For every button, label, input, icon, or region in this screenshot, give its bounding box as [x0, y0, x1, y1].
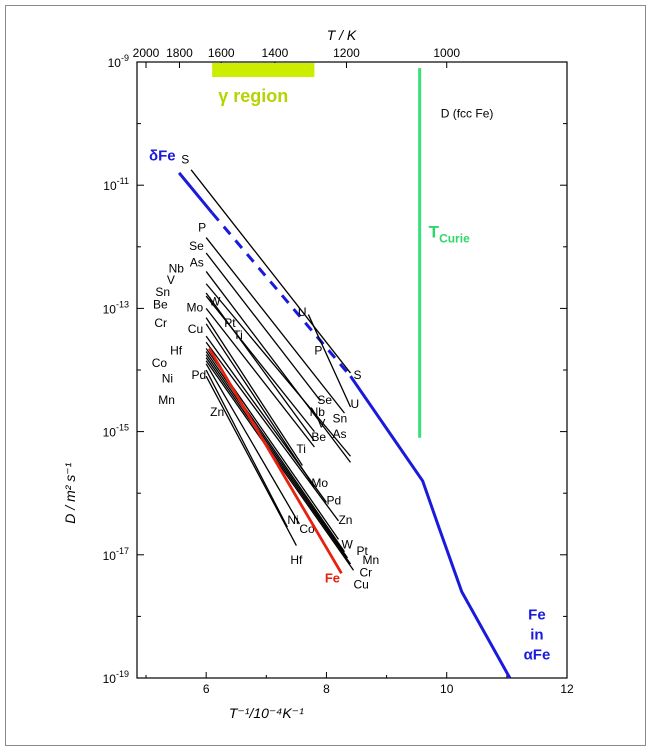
series-line-be	[205, 307, 315, 448]
top-tick-label: 2000	[133, 46, 160, 60]
series-line-s	[190, 169, 352, 374]
series-line-hf	[205, 375, 297, 546]
series-line-mn	[205, 354, 349, 559]
series-line-cu	[205, 360, 355, 571]
series-line-ni	[205, 369, 288, 528]
series-label-u-start: U	[298, 305, 307, 319]
fcc-fe-label: D (fcc Fe)	[441, 106, 494, 120]
fe-curve-delta	[177, 171, 214, 214]
series-label-nb-start: Nb	[169, 262, 185, 276]
series-label-ni-end: Ni	[287, 513, 298, 527]
gamma-region-label: γ region	[218, 86, 288, 106]
series-line-u	[307, 314, 352, 408]
series-line-sn	[205, 283, 351, 457]
plot-layer: 6 8 10 12 10-9 10-11 10-13 10-15 10-17 10-19 2000 1…	[62, 27, 574, 721]
top-tick-label: 1200	[333, 46, 360, 60]
y-tick-label: 10-13	[103, 299, 129, 316]
series-label-as-end: As	[332, 427, 346, 441]
series-label-v-start: V	[167, 273, 175, 287]
series-label-s-end: S	[354, 368, 362, 382]
alpha-fe-label: in	[530, 626, 543, 643]
series-label-nb-end: Nb	[310, 405, 326, 419]
series-label-w-end: W	[341, 538, 353, 552]
alpha-fe-label: Fe	[528, 606, 546, 623]
series-label-pd-start: Pd	[191, 368, 206, 382]
delta-fe-label: δFe	[149, 148, 176, 165]
series-line-v	[205, 292, 315, 442]
y-tick-label: 10-17	[103, 546, 129, 563]
alpha-fe-label: αFe	[524, 646, 551, 663]
series-line-zn	[205, 341, 339, 522]
series-line-se	[205, 252, 321, 402]
series-label-zn-end: Zn	[338, 513, 352, 527]
series-label-se-end: Se	[317, 393, 332, 407]
series-label-co-end: Co	[299, 522, 315, 536]
series-label-cu-end: Cu	[354, 578, 369, 592]
series-label-co-start: Co	[152, 356, 168, 370]
series-label-pt-end: Pt	[357, 544, 369, 558]
series-line-pd	[205, 335, 327, 503]
series-line-p	[205, 237, 345, 414]
series-label-hf-start: Hf	[170, 344, 183, 358]
y-tick-label: 10-11	[103, 176, 129, 193]
series-line-co	[205, 363, 300, 525]
x-tick-label: 12	[560, 682, 574, 696]
x-tick-label: 10	[440, 682, 454, 696]
series-line-cr	[205, 357, 352, 565]
top-axis-title: T / K	[327, 27, 357, 43]
series-label-p-end: P	[314, 344, 322, 358]
series-line-fe	[207, 347, 343, 574]
series-label-cr-end: Cr	[360, 565, 373, 579]
series-label-cu-start: Cu	[188, 322, 203, 336]
series-label-sn-start: Sn	[155, 285, 170, 299]
y-axis-title: D / m² s⁻¹	[62, 462, 78, 523]
fe-self-diffusion-label: Fe	[325, 571, 340, 586]
x-axis-title: T⁻¹/10⁻⁴K⁻¹	[229, 705, 304, 721]
series-label-w-start: W	[209, 294, 221, 308]
figure-frame	[5, 5, 646, 746]
series-label-sn-end: Sn	[332, 411, 347, 425]
series-label-pt-start: Pt	[224, 316, 236, 330]
curie-label: TCurie	[429, 223, 470, 246]
y-tick-label: 10-19	[103, 669, 129, 686]
top-tick-label: 1800	[166, 46, 193, 60]
series-label-be-end: Be	[311, 430, 326, 444]
top-tick-label: 1600	[208, 46, 235, 60]
series-line-ti	[205, 317, 303, 466]
series-line-pt	[205, 351, 346, 553]
series-label-mn-start: Mn	[158, 393, 175, 407]
series-label-v-end: V	[317, 416, 325, 430]
series-label-u-end: U	[350, 397, 359, 411]
fe-curve-gamma-dashed	[211, 211, 352, 378]
series-label-pd-end: Pd	[326, 493, 341, 507]
series-label-ti-start: Ti	[233, 328, 243, 342]
y-tick-label: 10-9	[108, 53, 129, 70]
series-label-mn-end: Mn	[363, 553, 380, 567]
y-tick-label: 10-15	[103, 423, 129, 440]
series-label-p-start: P	[198, 220, 206, 234]
series-label-ni-start: Ni	[162, 371, 173, 385]
x-tick-label: 6	[203, 682, 210, 696]
series-label-ti-end: Ti	[296, 442, 306, 456]
fe-curve-alpha	[349, 375, 512, 679]
series-label-s-start: S	[181, 153, 189, 167]
top-tick-label: 1400	[262, 46, 289, 60]
series-label-hf-end: Hf	[290, 553, 303, 567]
series-label-be-start: Be	[153, 297, 168, 311]
x-tick-label: 8	[323, 682, 330, 696]
gamma-region-bar	[212, 63, 315, 77]
series-label-zn-start: Zn	[210, 405, 224, 419]
top-tick-label: 1000	[433, 46, 460, 60]
series-label-se-start: Se	[189, 239, 204, 253]
series-label-as-start: As	[190, 256, 204, 270]
series-label-mo-start: Mo	[186, 300, 203, 314]
series-line-as	[205, 271, 352, 463]
series-label-cr-start: Cr	[154, 316, 167, 330]
